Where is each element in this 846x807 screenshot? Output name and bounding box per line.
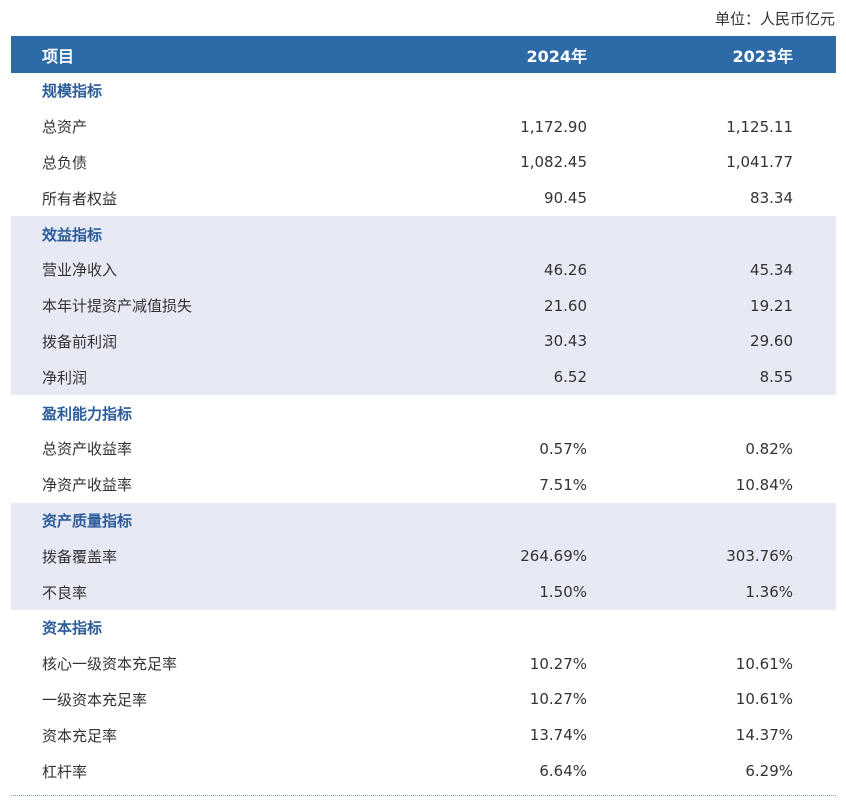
- value-2024: 7.51%: [539, 475, 587, 494]
- value-2023: 14.37%: [735, 726, 793, 745]
- row-label: 不良率: [42, 583, 88, 602]
- value-2023: 29.60: [750, 332, 793, 351]
- value-2024: 1.50%: [539, 583, 587, 602]
- section-efficiency: 效益指标: [11, 216, 836, 252]
- row-label: 净资产收益率: [42, 476, 133, 495]
- value-2024: 13.74%: [529, 726, 587, 745]
- row-label: 杠杆率: [42, 762, 88, 781]
- value-2023: 10.84%: [735, 475, 793, 494]
- row-label: 营业净收入: [42, 261, 118, 280]
- value-2023: 0.82%: [745, 439, 793, 458]
- unit-label: 单位：人民币亿元: [714, 10, 835, 28]
- row-label: 核心一级资本充足率: [42, 655, 178, 674]
- value-2024: 10.27%: [529, 654, 587, 673]
- table-row: 拨备前利润 30.43 29.60: [11, 323, 836, 360]
- row-label: 拨备前利润: [42, 332, 118, 351]
- table-row: 总资产收益率 0.57% 0.82%: [11, 431, 836, 467]
- section-title: 资本指标: [42, 619, 103, 638]
- table-row: 一级资本充足率 10.27% 10.61%: [11, 682, 836, 718]
- table-row: 营业净收入 46.26 45.34: [11, 251, 836, 288]
- row-label: 总资产: [42, 118, 88, 137]
- value-2023: 1,041.77: [726, 153, 793, 172]
- table-row: 净利润 6.52 8.55: [11, 359, 836, 396]
- value-2024: 46.26: [544, 260, 587, 279]
- row-label: 总负债: [42, 153, 88, 172]
- row-label: 总资产收益率: [42, 440, 133, 459]
- table-row: 核心一级资本充足率 10.27% 10.61%: [11, 646, 836, 682]
- value-2023: 10.61%: [735, 654, 793, 673]
- table-row: 总负债 1,082.45 1,041.77: [11, 145, 836, 181]
- value-2023: 83.34: [750, 189, 793, 208]
- value-2023: 1,125.11: [726, 117, 793, 136]
- value-2024: 264.69%: [520, 547, 587, 566]
- value-2023: 303.76%: [726, 547, 793, 566]
- header-year-2024: 2024年: [526, 46, 587, 66]
- table-row: 总资产 1,172.90 1,125.11: [11, 109, 836, 145]
- financial-summary-table: 项目 2024年 2023年 规模指标 总资产 1,172.90 1,125.1…: [11, 36, 836, 789]
- row-label: 拨备覆盖率: [42, 547, 118, 566]
- section-asset-quality: 资产质量指标: [11, 502, 836, 539]
- table-header: 项目 2024年 2023年: [11, 36, 836, 73]
- header-item: 项目: [42, 46, 75, 66]
- section-title: 资产质量指标: [42, 511, 133, 530]
- section-scale: 规模指标: [11, 73, 836, 109]
- table-row: 净资产收益率 7.51% 10.84%: [11, 467, 836, 503]
- value-2024: 30.43: [544, 332, 587, 351]
- value-2023: 1.36%: [745, 583, 793, 602]
- table-row: 资本充足率 13.74% 14.37%: [11, 717, 836, 753]
- value-2023: 10.61%: [735, 690, 793, 709]
- value-2023: 19.21: [750, 296, 793, 315]
- table-row: 杠杆率 6.64% 6.29%: [11, 753, 836, 789]
- section-capital: 资本指标: [11, 610, 836, 646]
- table-row: 所有者权益 90.45 83.34: [11, 180, 836, 216]
- row-label: 本年计提资产减值损失: [42, 297, 193, 316]
- table-row: 拨备覆盖率 264.69% 303.76%: [11, 538, 836, 575]
- value-2024: 1,082.45: [520, 153, 587, 172]
- section-title: 规模指标: [42, 82, 103, 101]
- section-profitability: 盈利能力指标: [11, 395, 836, 431]
- section-title: 效益指标: [42, 225, 103, 244]
- table-row: 本年计提资产减值损失 21.60 19.21: [11, 287, 836, 324]
- value-2024: 10.27%: [529, 690, 587, 709]
- value-2024: 90.45: [544, 189, 587, 208]
- value-2024: 6.64%: [539, 762, 587, 781]
- value-2024: 6.52: [553, 368, 587, 387]
- header-year-2023: 2023年: [732, 46, 793, 66]
- value-2024: 1,172.90: [520, 117, 587, 136]
- value-2024: 21.60: [544, 296, 587, 315]
- row-label: 资本充足率: [42, 726, 118, 745]
- value-2024: 0.57%: [539, 439, 587, 458]
- row-label: 所有者权益: [42, 189, 118, 208]
- section-title: 盈利能力指标: [42, 404, 133, 423]
- value-2023: 45.34: [750, 260, 793, 279]
- value-2023: 6.29%: [745, 762, 793, 781]
- row-label: 一级资本充足率: [42, 690, 148, 709]
- table-row: 不良率 1.50% 1.36%: [11, 574, 836, 610]
- row-label: 净利润: [42, 368, 88, 387]
- value-2023: 8.55: [759, 368, 793, 387]
- bottom-divider: [11, 795, 836, 796]
